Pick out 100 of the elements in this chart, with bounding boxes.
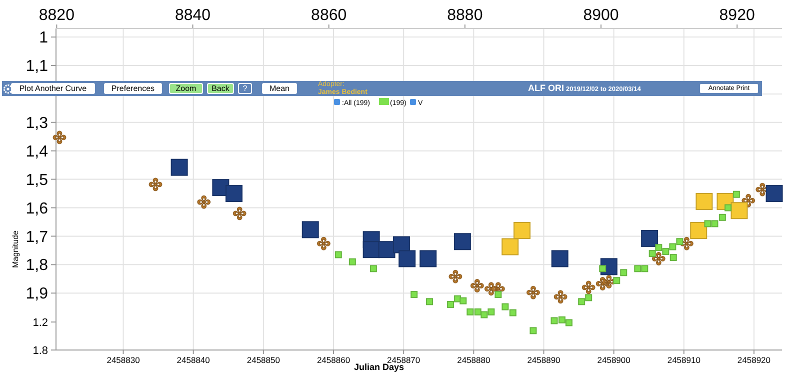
- point: [448, 270, 462, 284]
- point: [526, 286, 540, 300]
- x-tick-label: 2458880: [457, 355, 490, 365]
- y2-tick-label: 1.8: [32, 344, 48, 357]
- point: [690, 222, 708, 240]
- point: [370, 265, 377, 272]
- point: [470, 279, 484, 292]
- button: Mean: [262, 83, 297, 94]
- point: [641, 265, 648, 272]
- point: [551, 250, 568, 268]
- x-tick-label: 2458900: [597, 355, 631, 365]
- point: [454, 233, 471, 250]
- point: [460, 297, 467, 304]
- point: [634, 265, 642, 272]
- point: [670, 254, 677, 262]
- point: [554, 290, 568, 304]
- point: [648, 250, 656, 258]
- y2-tick-label: 1.2: [32, 316, 48, 329]
- point: [669, 243, 676, 250]
- x-tick-label: 2458850: [246, 355, 280, 365]
- point: [704, 220, 712, 228]
- point: [502, 303, 509, 310]
- point: [578, 298, 586, 306]
- point: [509, 309, 516, 316]
- y-tick-label: 1,6: [26, 200, 48, 218]
- point: [585, 294, 592, 302]
- point: [334, 251, 342, 258]
- point: [530, 327, 537, 334]
- x-tick-label: 2458910: [667, 355, 701, 365]
- point: [378, 241, 396, 258]
- x-tick-label: 2458840: [176, 355, 210, 365]
- point: [52, 130, 66, 144]
- point: [558, 316, 566, 324]
- point: [599, 265, 606, 272]
- x2-tick-label: 8840: [174, 7, 211, 24]
- button: Plot Another Curve: [11, 83, 95, 94]
- point: [148, 178, 162, 192]
- point: [348, 258, 356, 266]
- point: [420, 250, 437, 268]
- point: [696, 192, 713, 210]
- point: [711, 220, 718, 228]
- button: Zoom: [169, 83, 203, 94]
- x-tick-label: 2458890: [527, 355, 561, 365]
- point: [480, 311, 488, 318]
- button: Back: [207, 83, 234, 94]
- point: [550, 317, 558, 324]
- point: [652, 252, 666, 266]
- point: [724, 204, 732, 212]
- x-tick-label: 2458870: [387, 355, 420, 365]
- x-axis-title: Julian Days: [354, 362, 404, 372]
- point: [494, 291, 502, 298]
- point: [502, 238, 519, 256]
- point: [514, 222, 531, 240]
- x-tick-label: 2458920: [737, 355, 771, 365]
- point: [641, 230, 658, 247]
- button: ?: [238, 83, 252, 94]
- x2-tick-label: 8820: [38, 7, 75, 24]
- y-tick-label: 1,9: [26, 286, 48, 303]
- y-tick-label: 1,8: [26, 257, 48, 274]
- point: [302, 221, 319, 238]
- point: [662, 248, 670, 256]
- point: [466, 308, 474, 316]
- point: [680, 236, 694, 250]
- y-tick-label: 1,1: [26, 58, 48, 76]
- point: [232, 206, 246, 220]
- point: [474, 308, 482, 316]
- y-tick-label: 1,4: [26, 143, 48, 160]
- point: [410, 291, 418, 298]
- x2-tick-label: 8860: [311, 7, 347, 24]
- y-axis-title: Magnitude: [11, 230, 20, 268]
- point: [732, 190, 740, 198]
- point: [730, 202, 748, 220]
- point: [225, 185, 242, 202]
- point: [565, 319, 572, 326]
- point: [655, 244, 662, 252]
- point: [620, 269, 628, 276]
- point: [170, 158, 188, 176]
- point: [362, 241, 380, 258]
- y-tick-label: 1: [39, 30, 48, 47]
- point: [718, 214, 726, 221]
- x2-tick-label: 8900: [583, 7, 619, 24]
- point: [398, 250, 416, 268]
- button: Preferences: [104, 83, 162, 94]
- point: [316, 236, 330, 250]
- y-tick-label: 1,3: [26, 114, 48, 132]
- y-tick-label: 1,5: [26, 172, 48, 189]
- annotation: ALF ORI: [528, 83, 564, 93]
- point: [488, 308, 495, 316]
- point: [426, 298, 434, 306]
- x2-tick-label: 8920: [719, 7, 755, 24]
- point: [676, 238, 684, 246]
- x-tick-label: 2458830: [106, 355, 140, 365]
- point: [447, 300, 454, 308]
- x2-tick-label: 8880: [447, 7, 483, 24]
- point: [197, 195, 211, 209]
- y-tick-label: 1,7: [26, 228, 48, 246]
- x-tick-label: 2458860: [316, 355, 350, 365]
- point: [582, 280, 596, 294]
- point: [766, 185, 783, 202]
- point: [613, 277, 620, 284]
